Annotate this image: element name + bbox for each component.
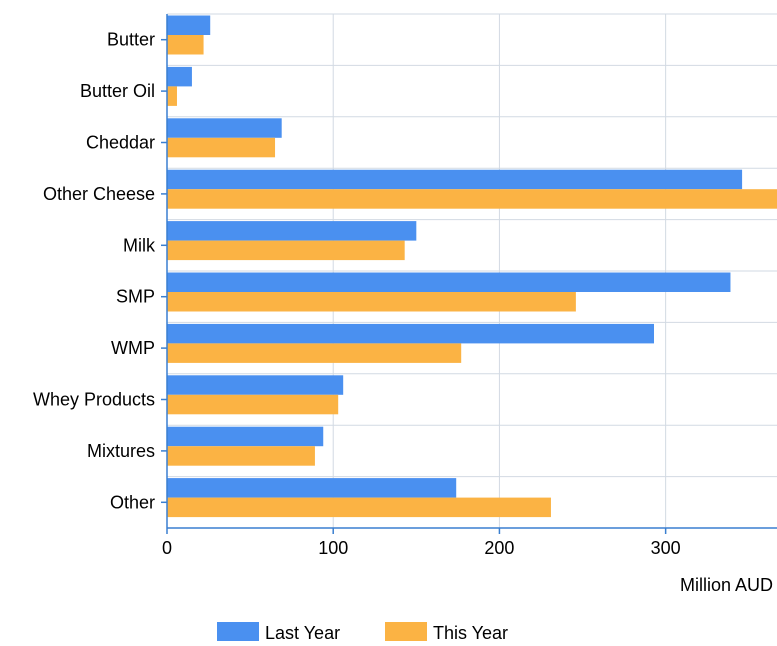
legend-label-this-year: This Year [433, 623, 508, 641]
bar-last-year [167, 272, 731, 292]
bar-last-year [167, 118, 282, 138]
bar-last-year [167, 478, 457, 498]
x-tick-labels: 0 100 200 300 [162, 528, 681, 558]
bar-this-year [167, 240, 405, 261]
bar-last-year [167, 375, 344, 395]
x-tick-label: 100 [318, 538, 348, 558]
bar-last-year [167, 221, 417, 241]
category-label: Whey Products [33, 390, 155, 410]
bar-last-year [167, 66, 192, 87]
legend-label-last-year: Last Year [265, 623, 340, 641]
axes [166, 14, 777, 529]
x-axis-title: Million AUD [680, 575, 773, 595]
legend-swatch-last-year [217, 622, 259, 641]
bar-this-year [167, 86, 177, 106]
bars [167, 15, 777, 518]
category-label: Other Cheese [43, 184, 155, 204]
bar-this-year [167, 394, 339, 415]
x-tick-label: 0 [162, 538, 172, 558]
category-label: SMP [116, 287, 155, 307]
category-labels: Butter Butter Oil Cheddar Other Cheese Milk S… [33, 30, 167, 512]
bar-last-year [167, 15, 211, 35]
category-label: Mixtures [87, 441, 155, 461]
bar-this-year [167, 446, 315, 466]
bar-this-year [167, 189, 777, 209]
bar-this-year [167, 292, 576, 312]
category-label: Milk [123, 235, 156, 255]
legend: Last Year This Year [217, 622, 508, 643]
category-label: Butter Oil [80, 81, 155, 101]
bar-this-year [167, 137, 276, 158]
category-label: Butter [107, 30, 155, 50]
bar-last-year [167, 323, 655, 344]
x-tick-label: 300 [651, 538, 681, 558]
bar-this-year [167, 497, 551, 518]
bar-this-year [167, 343, 462, 363]
bar-last-year [167, 426, 324, 447]
x-tick-label: 200 [484, 538, 514, 558]
bar-this-year [167, 35, 204, 55]
category-label: WMP [111, 338, 155, 358]
bar-last-year [167, 169, 743, 190]
legend-swatch-this-year [385, 622, 427, 641]
category-label: Cheddar [86, 133, 155, 153]
category-label: Other [110, 492, 155, 512]
